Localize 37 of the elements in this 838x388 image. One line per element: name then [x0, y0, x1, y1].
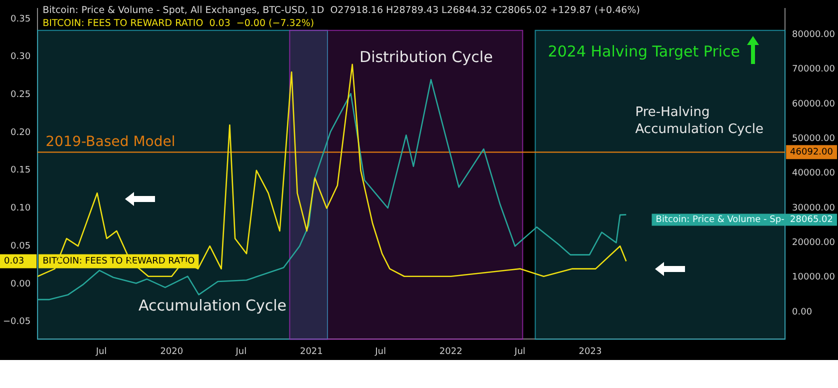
x-tick-label: 2023 [578, 346, 602, 357]
x-tick-label: 2021 [300, 346, 323, 357]
x-tick-label: Jul [94, 346, 107, 357]
y2-tick-label: 70000.00 [792, 64, 836, 75]
y-tick-label: 0.05 [10, 241, 31, 252]
y-tick-label: −0.05 [2, 317, 31, 328]
x-tick-label: Jul [234, 346, 247, 357]
y2-tick-label: 30000.00 [792, 203, 836, 214]
text: BITCOIN: FEES TO REWARD RATIO 0.03 −0.00 (−7.32%) [42, 18, 314, 30]
y-tick-label: 0.00 [10, 279, 31, 290]
x-tick-label: 2022 [439, 346, 462, 357]
y2-tick-label: 80000.00 [792, 30, 836, 40]
x-tick-label: Jul [514, 346, 526, 357]
y-tick-label: 0.15 [10, 166, 31, 176]
y-tick-label: 0.30 [10, 52, 31, 62]
x-tick-label: Jul [374, 346, 386, 357]
y2-tick-label: 20000.00 [792, 238, 836, 248]
y2-tick-label: 40000.00 [792, 168, 836, 179]
text: 0.03 [4, 256, 24, 267]
y-tick-label: 0.10 [10, 204, 31, 214]
ref-line-label: 2019-Based Model [46, 134, 176, 150]
band-label: Distribution Cycle [360, 48, 493, 66]
y-tick-label: 0.25 [10, 90, 31, 100]
text: Bitcoin: Price & Volume - Sp- 28065.02 [656, 215, 833, 226]
y-tick-label: 0.20 [10, 128, 31, 138]
y2-tick-label: 10000.00 [792, 272, 836, 283]
annotation: 2024 Halving Target Price [548, 42, 740, 60]
band-label: Pre-Halving Accumulation Cycle [635, 104, 764, 137]
text: 46092.00 [790, 148, 834, 158]
band-label: Accumulation Cycle [138, 296, 287, 315]
x-tick-label: 2020 [160, 346, 184, 357]
y2-tick-label: 0.00 [792, 307, 812, 318]
y2-tick-label: 50000.00 [792, 134, 836, 144]
y2-tick-label: 60000.00 [792, 99, 836, 110]
chart-title: Bitcoin: Price & Volume - Spot, All Exchanges, BTC-USD, 1D O27918.16 H28789.43 L26844.32 C28065.02 +129.87 (+0.46%) [42, 5, 640, 16]
legend-label: BITCOIN: FEES TO REWARD RATIO [42, 256, 195, 267]
y-tick-label: 0.35 [10, 14, 31, 24]
